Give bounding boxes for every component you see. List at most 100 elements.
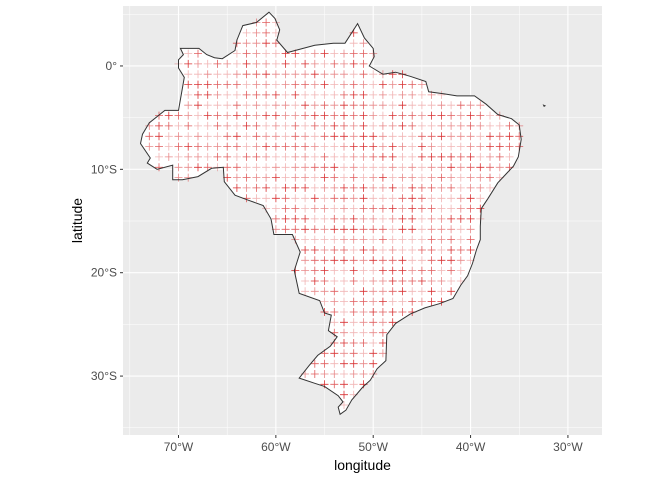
sample-point [417, 183, 426, 192]
sample-point [242, 101, 251, 110]
sample-point [271, 204, 280, 213]
sample-point [262, 18, 271, 27]
sample-point [271, 39, 280, 48]
sample-point [340, 183, 348, 192]
sample-point [281, 204, 290, 213]
sample-point [447, 163, 456, 172]
sample-point [291, 111, 300, 120]
sample-point [271, 121, 280, 130]
sample-point [320, 70, 329, 79]
sample-point [252, 39, 261, 48]
sample-point [320, 277, 329, 285]
sample-point [242, 59, 251, 68]
sample-point [388, 163, 397, 172]
sample-point [155, 142, 163, 151]
sample-point [262, 173, 271, 182]
sample-point [184, 90, 193, 99]
sample-point [252, 59, 261, 68]
sample-point [505, 121, 514, 130]
sample-point [340, 194, 348, 203]
sample-point [349, 142, 358, 151]
sample-point [203, 152, 212, 161]
sample-point [408, 287, 417, 296]
sample-point [164, 111, 173, 120]
sample-point [271, 70, 280, 79]
sample-point [476, 163, 485, 172]
sample-point [447, 152, 456, 161]
sample-point [310, 121, 319, 130]
sample-point [262, 39, 271, 48]
sample-point [417, 142, 426, 151]
sample-point [262, 152, 271, 161]
sample-point [349, 235, 358, 244]
sample-point [340, 339, 348, 347]
sample-point [242, 39, 251, 48]
sample-point [262, 183, 271, 192]
sample-point [417, 225, 426, 234]
sample-point [408, 256, 417, 265]
sample-point [310, 183, 319, 192]
sample-point [359, 297, 368, 306]
sample-point [223, 142, 232, 151]
sample-point [145, 142, 154, 151]
sample-point [310, 142, 319, 151]
sample-point [223, 121, 232, 130]
sample-point [378, 349, 387, 358]
sample-point [281, 90, 290, 99]
sample-point [398, 287, 407, 296]
sample-point [476, 101, 485, 110]
sample-point [427, 266, 436, 275]
sample-point [340, 49, 348, 58]
sample-point [203, 101, 212, 110]
sample-point [262, 90, 271, 99]
sample-point [417, 256, 426, 265]
sample-point [320, 287, 329, 296]
sample-point [359, 318, 368, 327]
sample-point [408, 214, 417, 223]
sample-point [330, 266, 339, 275]
sample-point [388, 70, 397, 79]
sample-point [378, 308, 387, 316]
sample-point [310, 111, 319, 120]
sample-point [330, 370, 339, 378]
sample-point [271, 80, 280, 89]
sample-point [437, 256, 446, 265]
sample-point [301, 132, 310, 141]
sample-point [369, 349, 378, 358]
sample-point [252, 152, 261, 161]
sample-point [155, 152, 163, 161]
sample-point [408, 152, 417, 161]
sample-point [398, 173, 407, 182]
sample-point [330, 349, 339, 358]
sample-point [378, 173, 387, 182]
sample-point [359, 80, 368, 89]
sample-point [417, 80, 426, 89]
sample-point [252, 194, 261, 203]
sample-point [203, 142, 212, 151]
sample-point [417, 152, 426, 161]
sample-point [330, 132, 339, 141]
sample-point [301, 246, 310, 254]
sample-point [262, 28, 271, 37]
sample-point [242, 121, 251, 130]
sample-point [398, 194, 407, 203]
island-outlines [542, 104, 547, 108]
sample-point [388, 256, 397, 265]
sample-point [310, 235, 319, 244]
sample-point [378, 266, 387, 275]
sample-point [184, 163, 193, 172]
x-axis-ticks: 70°W 60°W 50°W 40°W 30°W [164, 435, 583, 454]
sample-point [427, 132, 436, 141]
sample-point [359, 111, 368, 120]
sample-point [291, 225, 300, 234]
sample-point [408, 225, 417, 234]
sample-point [310, 163, 319, 172]
sample-point [291, 194, 300, 203]
sample-point [232, 173, 241, 182]
y-tick-label: 30°S [91, 369, 117, 383]
sample-point [184, 70, 193, 79]
sample-point [408, 80, 417, 89]
sample-point [301, 142, 310, 151]
sample-point [495, 121, 504, 130]
sample-point [447, 194, 456, 203]
